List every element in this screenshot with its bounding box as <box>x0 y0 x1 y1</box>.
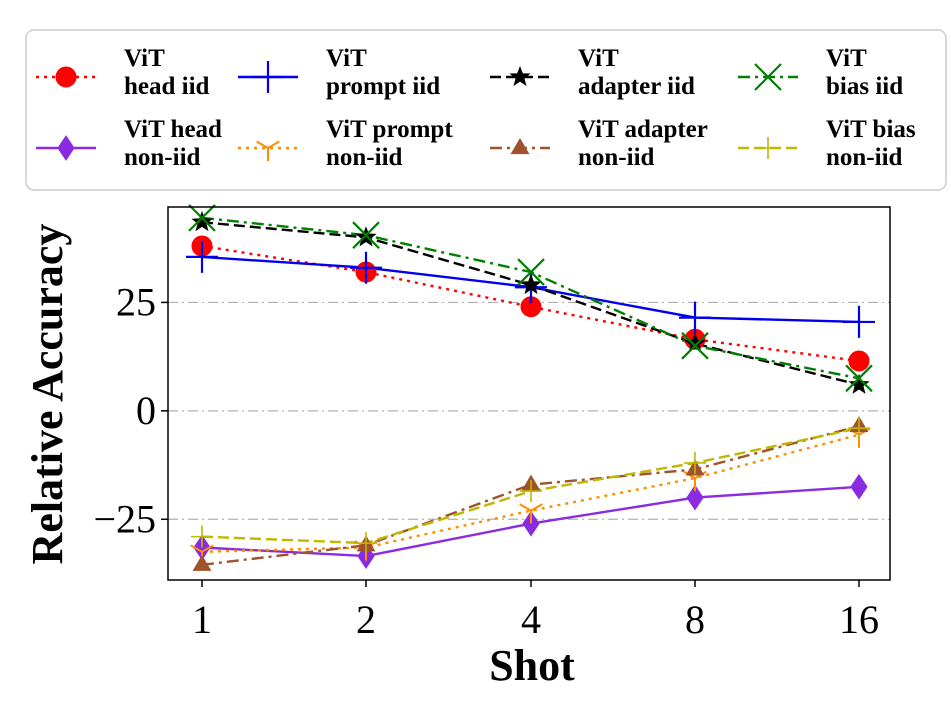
legend-label-line1: ViT head <box>124 116 222 143</box>
legend-marker <box>256 140 280 161</box>
series-marker-3 <box>352 221 380 249</box>
series-marker-4 <box>686 484 704 511</box>
x-tick-label: 8 <box>685 597 705 642</box>
series-marker-2 <box>684 332 706 353</box>
legend-label-line1: ViT prompt <box>326 116 453 143</box>
y-tick-label: 0 <box>136 388 156 433</box>
series-marker-4 <box>850 473 868 500</box>
series-marker-1 <box>186 240 218 273</box>
legend-frame <box>25 29 947 191</box>
legend-marker <box>509 65 531 87</box>
legend-label-line2: head iid <box>124 73 210 100</box>
series-marker-7 <box>520 480 542 503</box>
series-line-6 <box>201 424 860 566</box>
legend-label-line2: adapter iid <box>578 73 695 100</box>
axis-ticks: −25 0 25 1 2 4 8 16 <box>93 279 879 642</box>
legend-marker <box>252 61 284 93</box>
legend-marker <box>55 66 77 88</box>
series-marker-2 <box>848 373 870 394</box>
series-marker-3 <box>845 364 873 393</box>
series-marker-2 <box>520 273 542 295</box>
legend-marker <box>754 63 782 91</box>
legend-label-line2: prompt iid <box>326 73 440 100</box>
series-marker-4 <box>522 510 540 537</box>
series-marker-6 <box>192 554 212 571</box>
series-marker-1 <box>843 305 875 338</box>
series-marker-1 <box>679 301 711 334</box>
legend-label-line2: bias iid <box>826 73 903 100</box>
legend-label-line2: non-iid <box>578 144 655 171</box>
legend-marker <box>510 138 530 155</box>
x-axis-title: Shot <box>489 641 575 690</box>
legend-marker <box>757 137 779 159</box>
series-marker-7 <box>848 417 870 440</box>
legend-label-line1: ViT <box>326 45 367 72</box>
series-marker-1 <box>350 251 382 284</box>
legend-marker <box>57 135 75 161</box>
series-marker-7 <box>191 525 213 548</box>
legend-label-line2: non-iid <box>826 144 903 171</box>
legend-label-line2: non-iid <box>124 144 201 171</box>
y-tick-label: 25 <box>116 279 156 324</box>
legend-label-line1: ViT <box>578 45 619 72</box>
x-tick-label: 1 <box>192 597 212 642</box>
series-marker-5 <box>519 503 543 524</box>
series-marker-3 <box>517 258 545 286</box>
series-marker-0 <box>848 350 870 372</box>
series-marker-7 <box>684 451 706 474</box>
legend-label-line1: ViT adapter <box>578 116 708 143</box>
x-tick-label: 2 <box>356 597 376 642</box>
series-marker-3 <box>681 332 709 360</box>
x-tick-label: 4 <box>521 597 541 642</box>
plot-frame <box>167 206 891 581</box>
legend-label-line1: ViT <box>124 45 165 72</box>
y-tick-label: −25 <box>93 496 156 541</box>
series-marker-3 <box>188 204 216 232</box>
y-axis-title: Relative Accuracy <box>23 224 72 565</box>
plot-area: −25 0 25 1 2 4 8 16 <box>93 204 891 642</box>
series-marker-7 <box>355 532 377 555</box>
legend-label-line2: non-iid <box>326 144 403 171</box>
legend-label-line1: ViT <box>826 45 867 72</box>
series-marker-2 <box>191 211 213 232</box>
series-markers <box>186 204 875 571</box>
legend-label-line1: ViT bias <box>826 116 916 143</box>
x-tick-label: 16 <box>839 597 879 642</box>
